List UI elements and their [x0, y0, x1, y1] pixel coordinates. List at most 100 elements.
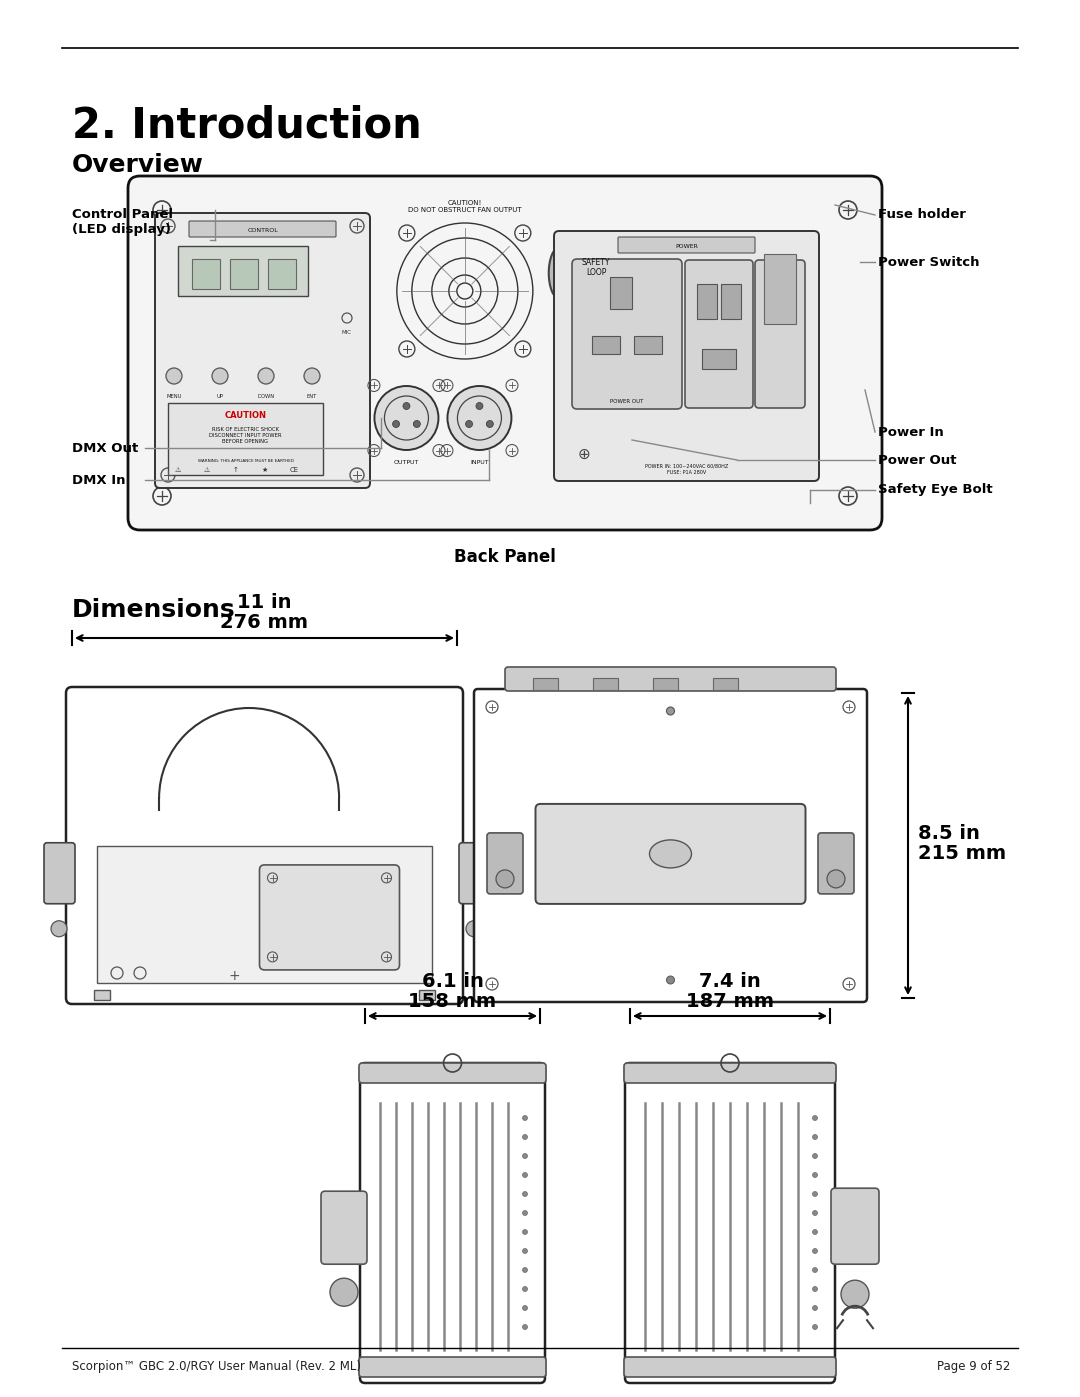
Text: CE: CE [289, 467, 298, 474]
FancyBboxPatch shape [66, 687, 463, 1004]
Circle shape [447, 386, 512, 450]
FancyBboxPatch shape [44, 842, 75, 904]
Text: Page 9 of 52: Page 9 of 52 [936, 1361, 1010, 1373]
Circle shape [812, 1192, 818, 1196]
Text: 276 mm: 276 mm [220, 613, 309, 631]
Bar [419, 990, 435, 1000]
Text: Back Panel: Back Panel [454, 548, 556, 566]
FancyBboxPatch shape [618, 237, 755, 253]
FancyBboxPatch shape [624, 1063, 836, 1083]
Bar [268, 258, 296, 289]
Text: CAUTION: CAUTION [225, 411, 267, 420]
Ellipse shape [549, 247, 570, 299]
Text: ⊕: ⊕ [578, 447, 591, 461]
Text: SAFETY
LOOP: SAFETY LOOP [582, 258, 610, 278]
Text: POWER OUT: POWER OUT [610, 400, 644, 404]
Circle shape [403, 402, 410, 409]
FancyBboxPatch shape [360, 1063, 545, 1383]
Text: UP: UP [216, 394, 224, 400]
Circle shape [523, 1172, 527, 1178]
Bar [94, 990, 110, 1000]
Text: DOWN: DOWN [257, 394, 274, 400]
Circle shape [812, 1267, 818, 1273]
Text: Power Switch: Power Switch [878, 256, 980, 268]
Bar [534, 678, 558, 690]
Circle shape [523, 1324, 527, 1330]
Text: DMX In: DMX In [72, 474, 125, 486]
FancyBboxPatch shape [359, 1356, 546, 1377]
Bar [713, 678, 738, 690]
Circle shape [841, 1280, 869, 1308]
Bar [610, 277, 632, 309]
Circle shape [465, 420, 473, 427]
Circle shape [812, 1229, 818, 1235]
FancyBboxPatch shape [572, 258, 681, 409]
FancyBboxPatch shape [459, 842, 490, 904]
FancyBboxPatch shape [755, 260, 805, 408]
Text: DMX Out: DMX Out [72, 441, 138, 454]
Circle shape [166, 367, 183, 384]
Text: CAUTION!
DO NOT OBSTRUCT FAN OUTPUT: CAUTION! DO NOT OBSTRUCT FAN OUTPUT [408, 200, 522, 212]
Circle shape [212, 367, 228, 384]
Bar [721, 284, 741, 319]
FancyBboxPatch shape [554, 231, 819, 481]
Circle shape [392, 420, 400, 427]
Circle shape [812, 1210, 818, 1215]
Text: Fuse holder: Fuse holder [878, 208, 966, 222]
Circle shape [375, 386, 438, 450]
Text: ⚠: ⚠ [175, 467, 181, 474]
Text: Scorpion™ GBC 2.0/RGY User Manual (Rev. 2 ML): Scorpion™ GBC 2.0/RGY User Manual (Rev. … [72, 1361, 361, 1373]
Circle shape [258, 367, 274, 384]
Bar [702, 349, 735, 369]
Bar [634, 337, 662, 353]
Circle shape [812, 1249, 818, 1253]
Bar [192, 258, 220, 289]
FancyBboxPatch shape [685, 260, 753, 408]
Circle shape [414, 420, 420, 427]
Bar [697, 284, 717, 319]
Circle shape [476, 402, 483, 409]
FancyBboxPatch shape [487, 833, 523, 894]
Text: ⚠: ⚠ [204, 467, 211, 474]
FancyBboxPatch shape [624, 1356, 836, 1377]
Circle shape [523, 1210, 527, 1215]
Circle shape [465, 921, 482, 937]
Circle shape [523, 1154, 527, 1158]
Text: Dimensions: Dimensions [72, 598, 235, 622]
Text: Control Panel
(LED display): Control Panel (LED display) [72, 208, 173, 236]
Circle shape [486, 420, 494, 427]
Text: WARNING: THIS APPLIANCE MUST BE EARTHED: WARNING: THIS APPLIANCE MUST BE EARTHED [198, 460, 294, 462]
Text: 6.1 in: 6.1 in [421, 972, 484, 990]
FancyBboxPatch shape [359, 1063, 546, 1083]
Circle shape [812, 1172, 818, 1178]
Text: ↑: ↑ [233, 467, 239, 474]
Text: ENT: ENT [307, 394, 318, 400]
Circle shape [523, 1229, 527, 1235]
Circle shape [51, 921, 67, 937]
Text: Overview: Overview [72, 154, 204, 177]
FancyBboxPatch shape [156, 212, 370, 488]
Text: 11 in: 11 in [238, 592, 292, 612]
Text: Power In: Power In [878, 426, 944, 439]
Text: Power Out: Power Out [878, 454, 957, 467]
Text: Safety Eye Bolt: Safety Eye Bolt [878, 483, 993, 496]
Circle shape [812, 1134, 818, 1140]
Bar [593, 678, 618, 690]
Text: 7.4 in: 7.4 in [699, 972, 761, 990]
Text: 8.5 in: 8.5 in [918, 824, 980, 842]
Text: 187 mm: 187 mm [686, 992, 774, 1011]
FancyBboxPatch shape [505, 666, 836, 692]
Circle shape [666, 707, 675, 715]
FancyBboxPatch shape [474, 689, 867, 1002]
Text: POWER: POWER [675, 244, 698, 249]
Circle shape [523, 1287, 527, 1291]
Text: CONTROL: CONTROL [247, 228, 278, 233]
Text: 2. Introduction: 2. Introduction [72, 105, 422, 147]
Circle shape [666, 977, 675, 983]
Text: POWER IN: 100~240VAC 60/80HZ
FUSE: P1A 280V: POWER IN: 100~240VAC 60/80HZ FUSE: P1A 2… [645, 464, 728, 475]
Text: 158 mm: 158 mm [408, 992, 497, 1011]
Text: +: + [229, 970, 241, 983]
FancyBboxPatch shape [625, 1063, 835, 1383]
Bar [168, 402, 323, 475]
Ellipse shape [649, 840, 691, 868]
